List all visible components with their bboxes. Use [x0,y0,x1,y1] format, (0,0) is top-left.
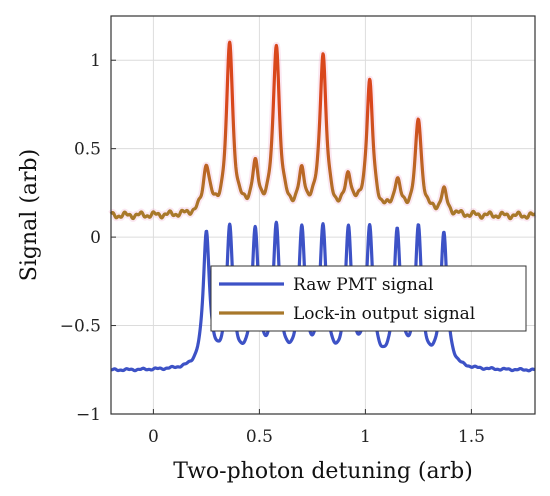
legend-box [210,265,527,332]
y-tick-label: −1 [76,405,101,425]
x-tick-label: 0 [148,427,159,447]
series-line-lock-in [109,40,537,221]
y-tick-label: −0.5 [60,317,101,337]
x-tick-label: 1 [360,427,371,447]
y-axis-label: Signal (arb) [17,149,42,281]
legend-label-raw-pmt: Raw PMT signal [293,275,433,295]
y-tick-label: 0.5 [74,140,101,160]
y-tick-label: 0 [90,228,101,248]
x-tick-label: 1.5 [458,427,485,447]
x-tick-label: 0.5 [246,427,273,447]
tick-labels: 0 0.5 1 1.5 −1 −0.5 0 0.5 1 [60,51,485,447]
x-axis-label: Two-photon detuning (arb) [173,459,473,484]
tick-marks [111,59,472,415]
legend: Raw PMT signal Lock-in output signal [210,265,527,332]
legend-label-lock-in: Lock-in output signal [293,304,475,324]
y-tick-label: 1 [90,51,101,71]
series-line-raw-pmt [109,220,537,373]
axes-box [110,15,536,415]
data-curves [107,38,539,373]
